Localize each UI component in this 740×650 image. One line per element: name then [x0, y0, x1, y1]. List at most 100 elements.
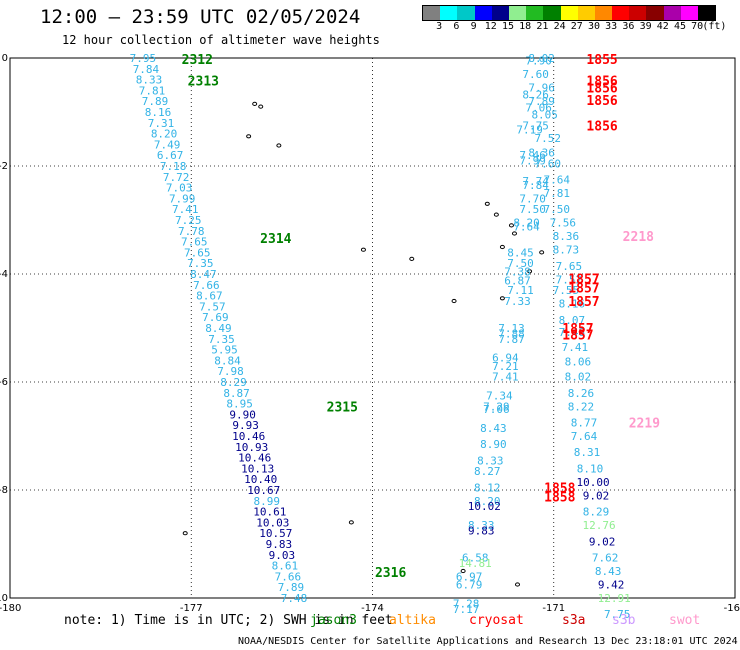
legend-swatch [543, 6, 561, 20]
swh-label: 7.96 [528, 82, 555, 95]
swh-label: 7.81 [139, 84, 166, 97]
swh-label: 7.03 [166, 182, 193, 195]
legend-tick-label: 24 [553, 21, 566, 32]
swh-label: 8.06 [565, 355, 592, 368]
swh-label: 7.90 [525, 55, 552, 68]
legend-tick-label: 70 [691, 21, 704, 32]
satellite-legend-item: jason3 [310, 613, 357, 628]
legend-tick-label: 12 [484, 21, 497, 32]
swh-label: 8.67 [196, 290, 223, 303]
time-label: 2314 [260, 232, 291, 247]
swh-label: 7.95 [130, 52, 157, 65]
y-tick-label: -10 [0, 593, 8, 604]
swh-label: 8.16 [145, 106, 172, 119]
island-outline [527, 269, 533, 274]
swh-label: 7.35 [187, 257, 214, 270]
swh-label: 7.89 [528, 95, 555, 108]
y-tick-label: -4 [0, 269, 8, 280]
swh-points: 7.957.848.337.817.898.167.318.207.496.67… [130, 52, 631, 621]
axis-tick-labels: -180-177-174-171-168-1650-2-4-6-8-10 [0, 53, 740, 614]
page-title: 12:00 — 23:59 UTC 02/05/2024 [40, 6, 361, 28]
swh-label: 7.19 [516, 123, 543, 136]
swh-label: 8.26 [568, 387, 595, 400]
legend-swatch [698, 6, 716, 20]
swh-label: 7.29 [483, 400, 510, 413]
swh-label: 10.00 [576, 476, 609, 489]
swh-label: 14.81 [459, 557, 492, 570]
legend-swatch [577, 6, 595, 20]
swh-label: 8.33 [136, 74, 163, 87]
swh-label: 7.84 [133, 63, 160, 76]
y-tick-label: -2 [0, 161, 8, 172]
swh-label: 8.84 [214, 354, 241, 367]
satellite-legend-item: s3b [612, 613, 636, 628]
swh-label: 9.02 [583, 489, 610, 502]
swh-label: 8.43 [480, 422, 507, 435]
time-label: 1856 [586, 82, 617, 97]
time-label: 1856 [586, 94, 617, 109]
swh-label: 7.38 [504, 265, 531, 278]
swh-label: 10.02 [468, 500, 501, 513]
swh-label: 9.83 [468, 525, 495, 538]
swh-label: 7.18 [160, 160, 187, 173]
legend-swatch [594, 6, 613, 20]
legend-swatch [440, 6, 458, 20]
swh-label: 10.61 [253, 506, 286, 519]
swh-label: 8.07 [559, 314, 586, 327]
swh-label: 7.64 [571, 430, 598, 443]
swh-label: 7.50 [544, 203, 571, 216]
swh-label: 7.60 [534, 157, 561, 170]
swh-label: 7.72 [163, 171, 190, 184]
swh-label: 8.12 [474, 481, 501, 494]
swh-label: 8.95 [226, 398, 253, 411]
legend-tick-label: 33 [605, 21, 618, 32]
swh-label: 7.69 [202, 311, 229, 324]
swh-label: 7.99 [519, 155, 546, 168]
island-outline [246, 134, 252, 139]
swh-label: 7.48 [559, 326, 586, 339]
swh-label: 7.75 [604, 608, 631, 621]
swh-label: 7.78 [178, 225, 205, 238]
swh-label: 10.93 [235, 441, 268, 454]
legend-swatch [646, 6, 664, 20]
legend-tick-label: 3 [436, 21, 443, 32]
swh-label: 7.52 [556, 273, 583, 286]
swh-label: 8.31 [574, 446, 601, 459]
swh-label: 7.52 [534, 132, 561, 145]
swh-label: 8.90 [480, 438, 507, 451]
island-outline [511, 231, 517, 236]
time-label: 1856 [586, 75, 617, 90]
legend-tick-label: 27 [570, 21, 583, 32]
swh-label: 7.64 [544, 174, 571, 187]
time-label: 2315 [327, 400, 358, 415]
swh-label: 7.65 [556, 260, 583, 273]
swh-label: 7.60 [522, 68, 549, 81]
legend-swatch [423, 6, 441, 20]
time-label: 1858 [544, 481, 575, 496]
swh-label: 7.49 [154, 138, 181, 151]
legend-tick-label: 21 [536, 21, 549, 32]
swh-label: 7.70 [519, 192, 546, 205]
time-label: 2312 [182, 53, 213, 68]
legend-tick-label: 39 [639, 21, 652, 32]
x-tick-label: -177 [180, 603, 203, 614]
swh-label: 8.47 [190, 268, 217, 281]
time-label: 1856 [586, 120, 617, 135]
island-outline [348, 520, 354, 525]
swh-label: 10.67 [247, 484, 280, 497]
time-label: 2218 [623, 230, 654, 245]
swh-label: 7.06 [525, 102, 552, 115]
swh-label: 7.84 [522, 179, 549, 192]
x-tick-label: -180 [0, 603, 21, 614]
swh-label: 12.91 [598, 592, 631, 605]
swh-label: 7.50 [507, 257, 534, 270]
legend-tick-label: 42 [656, 21, 669, 32]
swh-label: 7.88 [498, 327, 525, 340]
swh-label: 7.81 [544, 187, 571, 200]
swh-label: 6.67 [157, 149, 184, 162]
swh-label: 6.97 [456, 570, 483, 583]
island-outline [276, 143, 282, 148]
swh-label: 7.99 [169, 192, 196, 205]
legend-swatch [474, 6, 492, 20]
swh-label: 8.43 [595, 565, 622, 578]
